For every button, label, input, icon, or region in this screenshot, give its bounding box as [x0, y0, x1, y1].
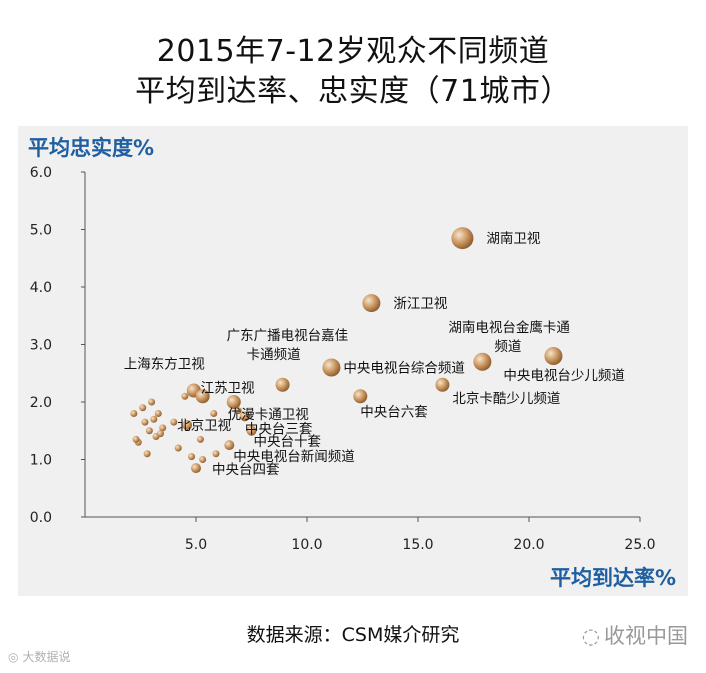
- y-tick-label: 4.0: [30, 280, 52, 296]
- y-tick-label: 6.0: [30, 165, 52, 181]
- scatter-point: [188, 453, 196, 461]
- scatter-point: [199, 456, 207, 463]
- scatter-point: [141, 418, 149, 426]
- point-label: 中央电视台新闻频道: [233, 449, 354, 465]
- y-tick-label: 1.0: [30, 453, 52, 469]
- x-axis-label: 平均到达率%: [550, 566, 676, 590]
- y-tick-label: 2.0: [30, 395, 52, 411]
- scatter-point: [322, 358, 341, 377]
- scatter-point: [191, 463, 201, 474]
- point-label: 中央台六套: [360, 404, 428, 420]
- point-label: 湖南卫视: [486, 231, 540, 247]
- scatter-point: [139, 404, 147, 412]
- scatter-point: [275, 377, 290, 392]
- point-label: 中央电视台综合频道: [343, 361, 465, 377]
- scatter-point: [544, 347, 563, 365]
- point-label: 广东广播电视台嘉佳卡通频道: [227, 328, 349, 363]
- scatter-point: [451, 227, 474, 250]
- chart-title-line2: 平均到达率、忠实度（71城市）: [135, 74, 571, 109]
- scatter-point: [148, 398, 156, 406]
- y-tick-label: 5.0: [30, 223, 52, 239]
- y-tick-label: 3.0: [30, 338, 52, 354]
- scatter-point: [246, 425, 257, 436]
- scatter-point: [196, 435, 204, 443]
- point-label: 优漫卡通卫视: [228, 407, 309, 423]
- point-label: 湖南电视台金鹰卡通频道: [448, 320, 570, 355]
- scatter-point: [182, 420, 193, 430]
- y-tick-label: 0.0: [30, 510, 52, 526]
- x-tick-label: 5.0: [185, 537, 207, 553]
- wechat-icon: ◌: [581, 624, 600, 648]
- point-label: 中央台三套: [245, 421, 313, 437]
- scatter-point: [239, 411, 250, 422]
- point-label: 北京卡酷少儿频道: [452, 391, 560, 407]
- point-label: 中央电视台少儿频道: [503, 368, 625, 384]
- watermark-right: ◌ 收视中国: [581, 624, 688, 648]
- x-tick-label: 15.0: [402, 537, 433, 553]
- point-label: 上海东方卫视: [124, 357, 205, 373]
- scatter-point: [362, 294, 381, 313]
- watermark-left: ◎ 大数据说: [8, 650, 71, 664]
- scatter-point: [154, 410, 162, 417]
- x-tick-label: 20.0: [513, 537, 544, 553]
- scatter-point: [473, 352, 492, 371]
- x-tick-label: 10.0: [291, 537, 322, 553]
- scatter-point: [130, 410, 138, 417]
- scatter-point: [435, 377, 450, 392]
- point-label: 北京卫视: [177, 418, 231, 434]
- scatter-point: [150, 415, 158, 423]
- point-label: 江苏卫视: [201, 380, 255, 396]
- scatter-point: [143, 450, 151, 458]
- scatter-point: [145, 427, 153, 435]
- weibo-icon: ◎: [8, 650, 19, 664]
- x-tick-label: 25.0: [624, 537, 655, 553]
- point-label: 中央台四套: [212, 462, 280, 478]
- scatter-point: [159, 424, 167, 432]
- scatter-point: [210, 410, 218, 417]
- chart-title-line1: 2015年7-12岁观众不同频道: [156, 34, 550, 69]
- scatter-point: [195, 389, 210, 404]
- scatter-point: [132, 435, 140, 443]
- scatter-point: [174, 444, 182, 452]
- scatter-point: [224, 440, 235, 451]
- scatter-point: [170, 418, 178, 426]
- point-label: 中央台十套: [254, 434, 322, 450]
- point-label: 浙江卫视: [393, 296, 447, 312]
- y-axis-label: 平均忠实度%: [28, 136, 154, 160]
- scatter-point: [226, 395, 241, 409]
- scatter-point: [181, 392, 189, 400]
- plot-panel: [18, 126, 688, 596]
- scatter-point: [156, 430, 164, 438]
- scatter-point: [353, 389, 368, 404]
- data-source-note: 数据来源：CSM媒介研究: [246, 624, 460, 646]
- scatter-point: [234, 407, 242, 415]
- scatter-point: [212, 450, 220, 458]
